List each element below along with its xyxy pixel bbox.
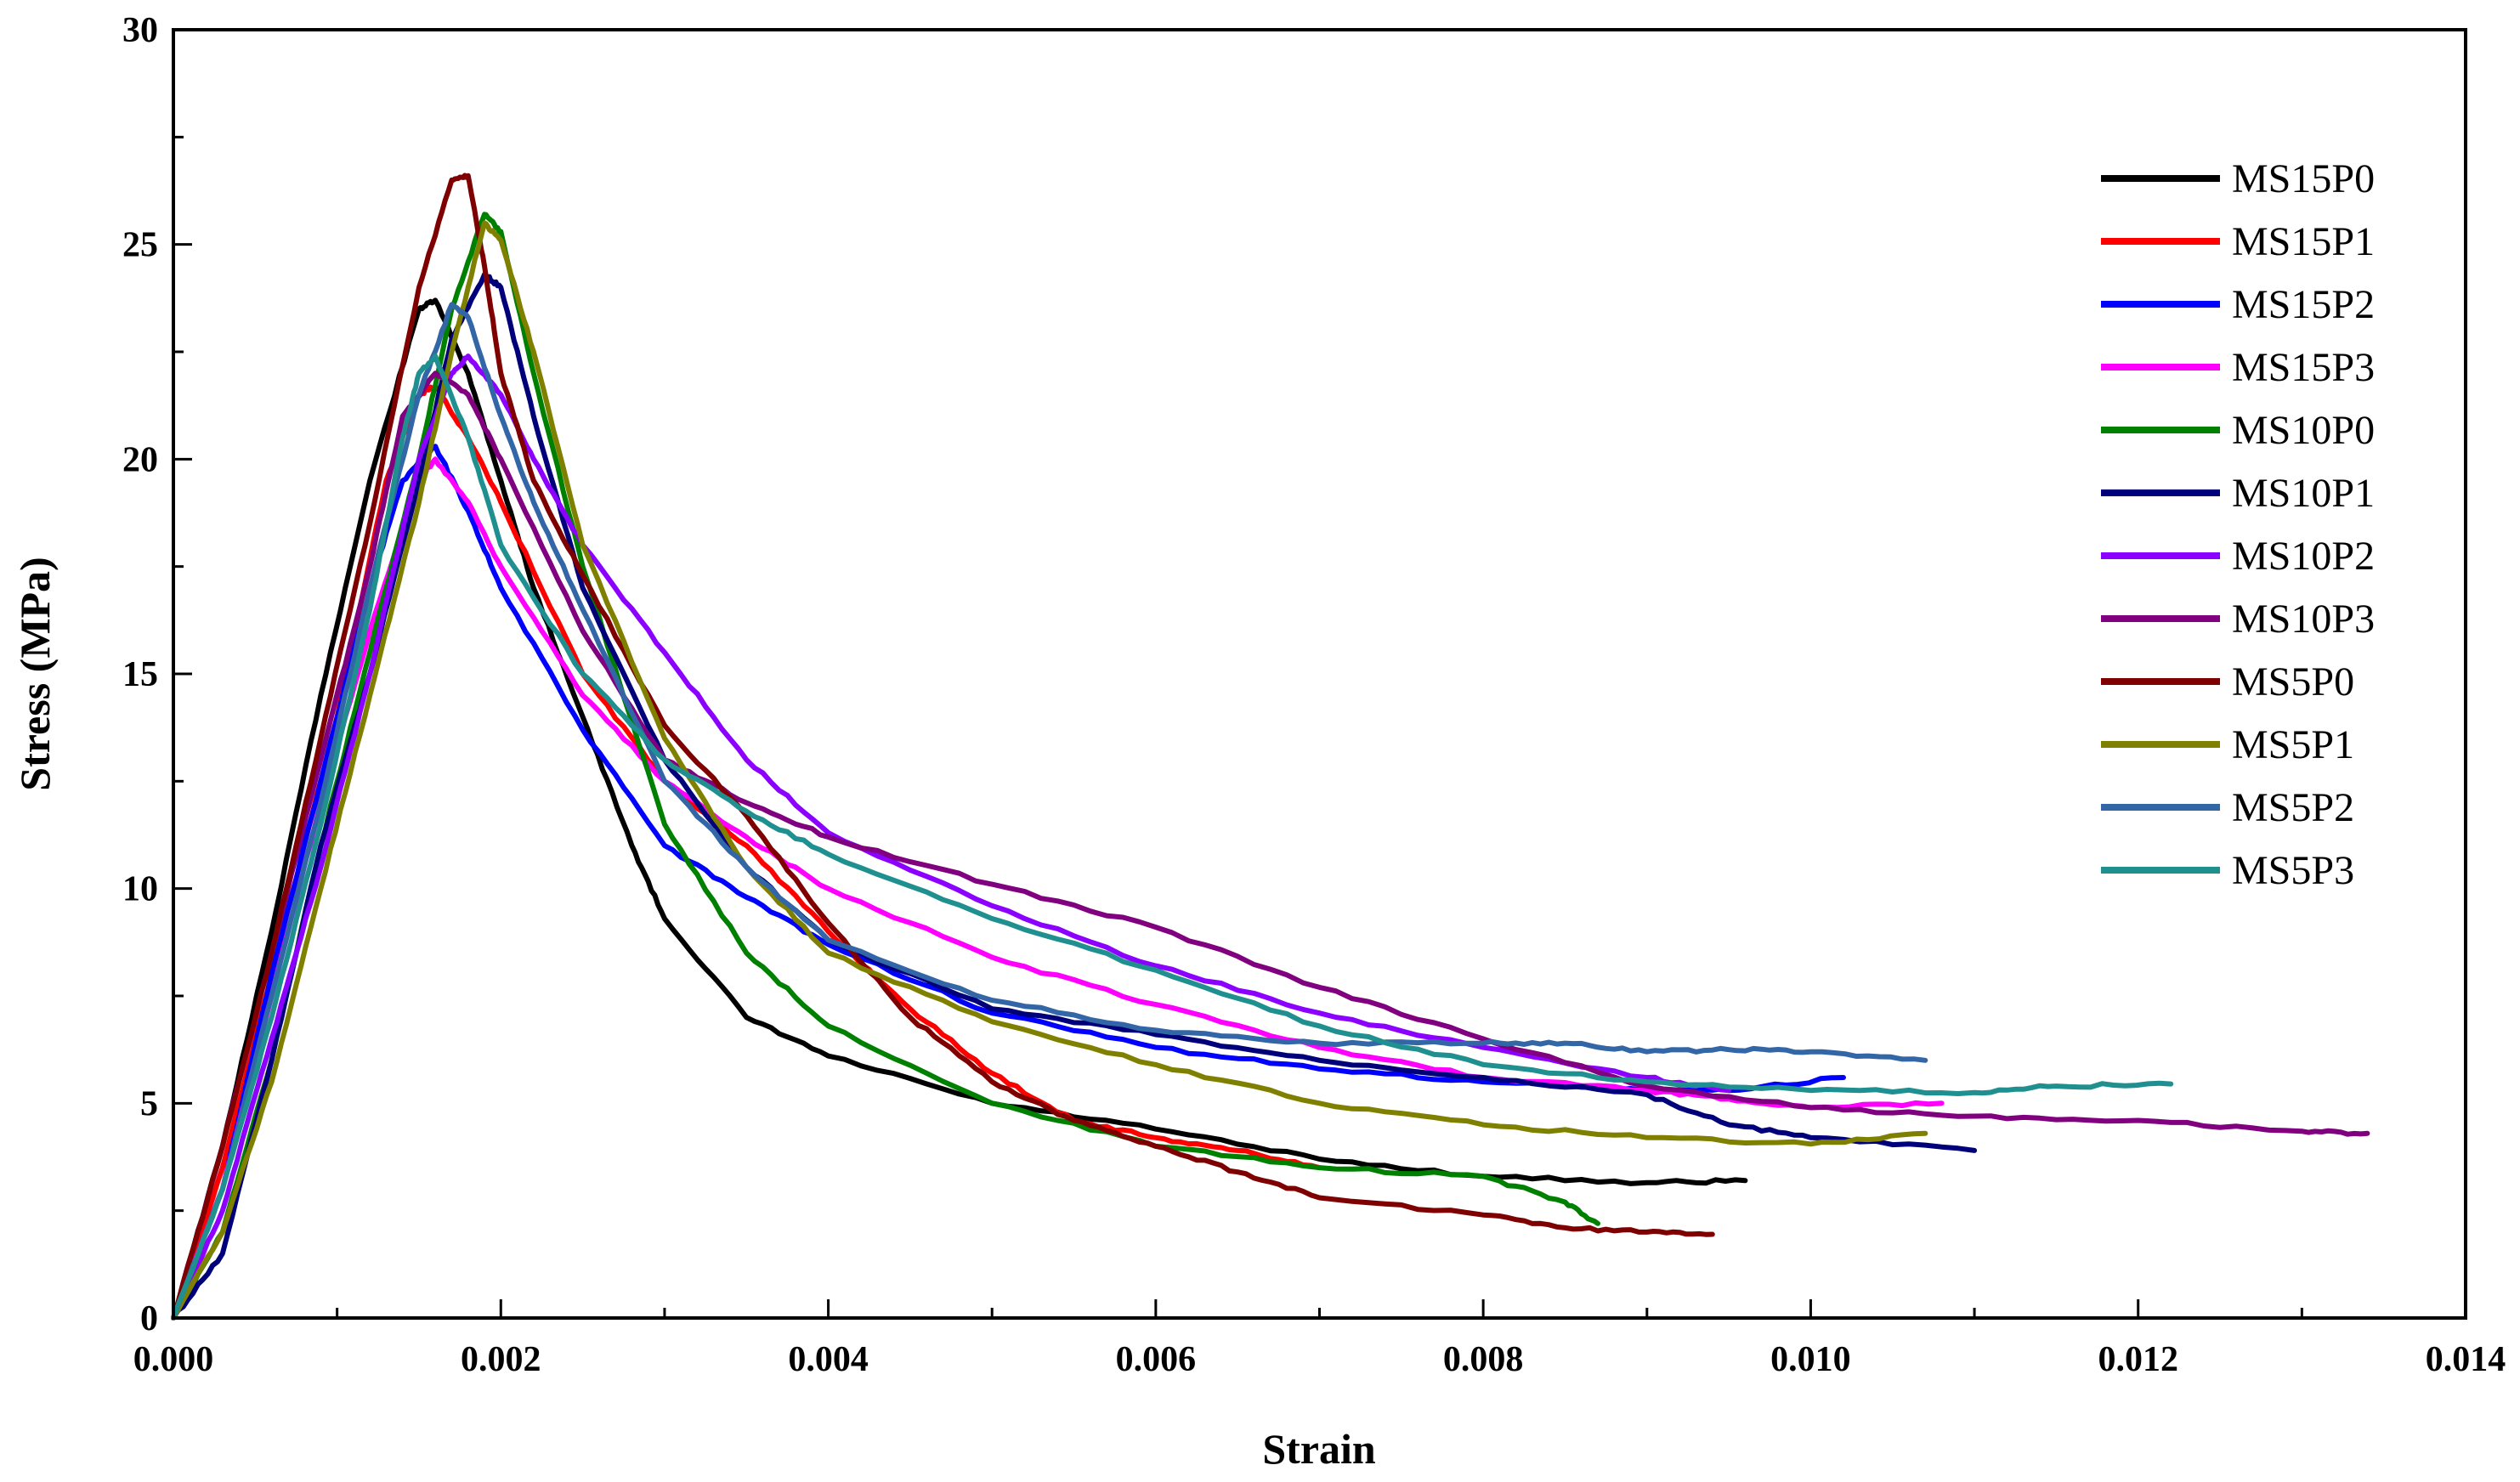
- y-tick-label: 15: [122, 655, 158, 694]
- x-axis-title: Strain: [1262, 1425, 1376, 1473]
- legend-label: MS5P1: [2232, 722, 2354, 767]
- y-axis-title: Stress (MPa): [11, 557, 59, 790]
- x-tick-label: 0.000: [133, 1340, 214, 1379]
- x-tick-label: 0.014: [2426, 1340, 2506, 1379]
- series-lines: [171, 173, 2370, 1321]
- legend-label: MS10P2: [2232, 534, 2375, 579]
- x-tick-label: 0.008: [1443, 1340, 1524, 1379]
- series-line-ms5p2: [171, 302, 1928, 1321]
- y-tick-label: 5: [140, 1084, 158, 1123]
- plot-frame: [172, 28, 2467, 1320]
- legend-label: MS15P2: [2232, 282, 2375, 327]
- series-line-ms15p2: [171, 444, 1846, 1321]
- y-tick-label: 0: [140, 1299, 158, 1338]
- series-line-ms15p0: [171, 297, 1748, 1321]
- y-tick-label: 20: [122, 440, 158, 479]
- legend-label: MS10P3: [2232, 597, 2375, 642]
- legend-label: MS5P3: [2232, 848, 2354, 893]
- legend-label: MS15P1: [2232, 219, 2375, 264]
- legend-label: MS5P0: [2232, 659, 2354, 704]
- legend-label: MS10P0: [2232, 408, 2375, 453]
- series-line-ms10p1: [171, 272, 1978, 1321]
- legend-label: MS15P3: [2232, 345, 2375, 390]
- series-line-ms5p1: [171, 220, 1928, 1321]
- x-tick-label: 0.006: [1116, 1340, 1197, 1379]
- legend: MS15P0 MS15P1 MS15P2 MS15P3 MS10P0 MS10P1 MS10…: [2101, 156, 2375, 893]
- x-tick-label: 0.012: [2098, 1340, 2178, 1379]
- legend-label: MS5P2: [2232, 785, 2354, 830]
- x-tick-label: 0.004: [788, 1340, 869, 1379]
- y-tick-label: 30: [122, 11, 158, 50]
- series-line-ms10p3: [171, 370, 2370, 1321]
- y-tick-label: 25: [122, 226, 158, 265]
- x-tick-labels: 0.000 0.002 0.004 0.006 0.008 0.010 0.012 0.014: [133, 1340, 2506, 1379]
- series-line-ms5p3: [171, 354, 2174, 1321]
- legend-label: MS10P1: [2232, 471, 2375, 516]
- y-tick-labels: 0 5 10 15 20 25 30: [122, 11, 158, 1338]
- legend-label: MS15P0: [2232, 156, 2375, 201]
- series-line-ms5p0: [171, 173, 1715, 1321]
- x-tick-label: 0.002: [461, 1340, 541, 1379]
- y-tick-label: 10: [122, 870, 158, 909]
- series-line-ms10p2: [171, 354, 1732, 1321]
- x-tick-label: 0.010: [1770, 1340, 1851, 1379]
